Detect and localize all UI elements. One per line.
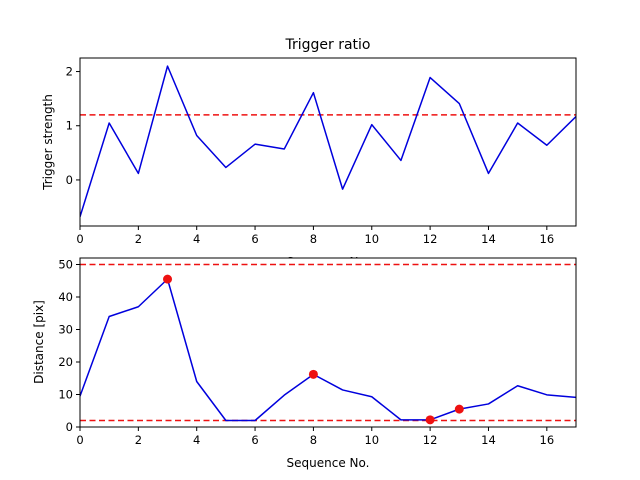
x-tick-label: 14 bbox=[481, 232, 496, 246]
x-axis-label: Sequence No. bbox=[287, 456, 370, 470]
x-tick-label: 0 bbox=[76, 232, 83, 246]
x-tick-label: 0 bbox=[76, 433, 83, 447]
series-line bbox=[80, 278, 576, 422]
x-tick-label: 4 bbox=[193, 433, 200, 447]
plot-content bbox=[80, 65, 576, 218]
data-point-marker bbox=[454, 404, 464, 414]
data-point-marker bbox=[308, 369, 318, 379]
x-tick-label: 2 bbox=[135, 433, 142, 447]
data-point-marker bbox=[163, 274, 173, 284]
x-tick-label: 10 bbox=[364, 433, 379, 447]
chart-title: Trigger ratio bbox=[284, 37, 370, 53]
y-tick-label: 20 bbox=[58, 355, 73, 369]
y-tick-label: 30 bbox=[58, 323, 73, 337]
y-tick-label: 2 bbox=[66, 65, 73, 79]
plot-frame bbox=[79, 257, 577, 428]
x-tick-label: 4 bbox=[193, 232, 200, 246]
y-tick-label: 0 bbox=[66, 420, 73, 434]
x-tick-label: 12 bbox=[423, 232, 438, 246]
series-lines bbox=[80, 65, 576, 218]
y-tick-label: 40 bbox=[58, 290, 73, 304]
series-lines bbox=[80, 263, 576, 425]
plot-frame bbox=[79, 57, 577, 227]
plot-area bbox=[80, 258, 576, 427]
x-tick-label: 2 bbox=[135, 232, 142, 246]
y-tick-label: 0 bbox=[66, 173, 73, 187]
x-tick-label: 16 bbox=[540, 232, 555, 246]
x-tick-label: 14 bbox=[481, 433, 496, 447]
x-tick-label: 10 bbox=[364, 232, 379, 246]
x-tick-label: 16 bbox=[540, 433, 555, 447]
y-axis-label: Trigger strength bbox=[41, 94, 55, 191]
x-tick-label: 6 bbox=[251, 232, 258, 246]
y-axis-label: Distance [pix] bbox=[32, 300, 46, 384]
series-line bbox=[80, 65, 576, 218]
x-tick-label: 8 bbox=[310, 433, 317, 447]
x-tick-label: 6 bbox=[251, 433, 258, 447]
plot-content bbox=[80, 263, 576, 425]
axis-ticks: 0 2 4 6 8 10 12 14 16 0 10 20 30 40 50 bbox=[58, 258, 554, 448]
y-tick-label: 1 bbox=[66, 119, 73, 133]
x-tick-label: 8 bbox=[310, 232, 317, 246]
x-tick-label: 12 bbox=[423, 433, 438, 447]
data-point-marker bbox=[425, 415, 435, 425]
y-tick-label: 50 bbox=[58, 258, 73, 272]
y-tick-label: 10 bbox=[58, 388, 73, 402]
